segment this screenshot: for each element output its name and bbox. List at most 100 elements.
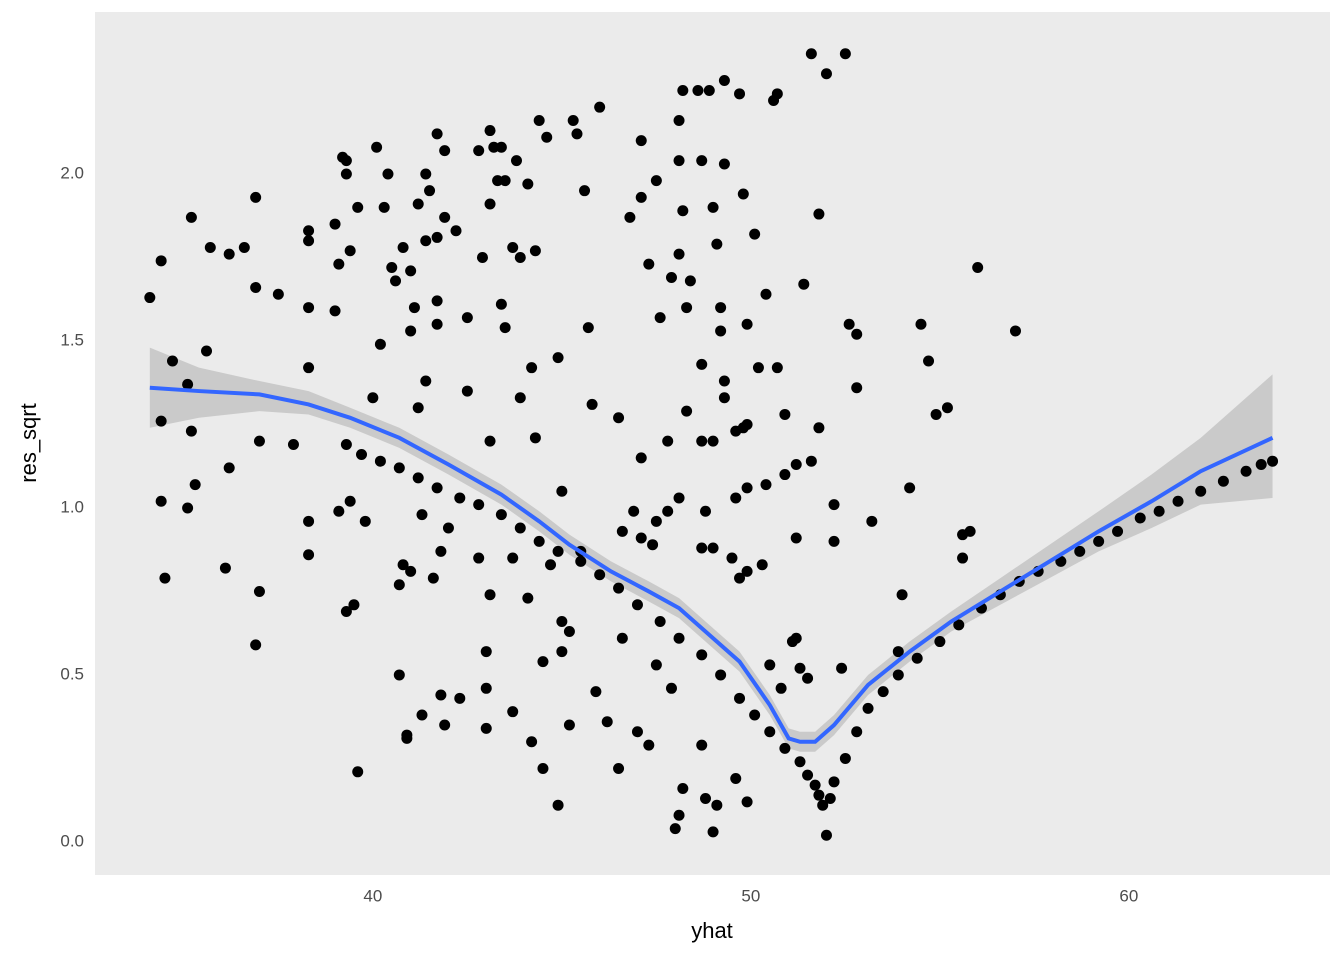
point (488, 141, 500, 153)
point (480, 646, 492, 658)
point (204, 241, 216, 253)
point (356, 449, 368, 461)
x-tick-label: 50 (741, 886, 760, 905)
point (790, 459, 802, 471)
point (957, 552, 969, 564)
point (700, 793, 712, 805)
point (972, 261, 984, 273)
point (594, 101, 606, 113)
point (673, 632, 685, 644)
point (287, 439, 299, 451)
point (805, 48, 817, 60)
point (412, 198, 424, 210)
point (730, 772, 742, 784)
point (624, 211, 636, 223)
point (431, 128, 443, 140)
point (329, 218, 341, 230)
point (824, 793, 836, 805)
point (552, 545, 564, 557)
point (715, 302, 727, 314)
point (567, 115, 579, 127)
point (155, 415, 167, 427)
point (499, 175, 511, 187)
point (779, 469, 791, 481)
point (613, 412, 625, 424)
point (635, 135, 647, 147)
point (563, 719, 575, 731)
point (892, 646, 904, 658)
point (499, 322, 511, 334)
point (575, 555, 587, 567)
point (707, 435, 719, 447)
point (643, 258, 655, 270)
point (741, 418, 753, 430)
point (647, 539, 659, 551)
point (813, 422, 825, 434)
point (374, 338, 386, 350)
point (616, 525, 628, 537)
point (953, 619, 965, 631)
point (382, 168, 394, 180)
point (166, 355, 178, 367)
point (707, 826, 719, 838)
point (843, 318, 855, 330)
point (718, 158, 730, 170)
point (794, 662, 806, 674)
point (514, 392, 526, 404)
point (480, 722, 492, 734)
point (1217, 475, 1229, 487)
point (1172, 495, 1184, 507)
point (533, 115, 545, 127)
x-tick-label: 60 (1119, 886, 1138, 905)
point (371, 141, 383, 153)
point (386, 261, 398, 273)
point (673, 155, 685, 167)
point (185, 425, 197, 437)
point (696, 739, 708, 751)
point (461, 385, 473, 397)
point (1267, 455, 1279, 467)
point (461, 312, 473, 324)
point (851, 726, 863, 738)
point (182, 502, 194, 514)
point (420, 375, 432, 387)
point (378, 201, 390, 213)
point (802, 672, 814, 684)
point (344, 495, 356, 507)
point (654, 312, 666, 324)
point (420, 235, 432, 247)
point (677, 205, 689, 217)
point (839, 752, 851, 764)
point (405, 565, 417, 577)
point (340, 605, 352, 617)
point (359, 515, 371, 527)
point (760, 479, 772, 491)
point (631, 599, 643, 611)
point (817, 799, 829, 811)
point (820, 68, 832, 80)
point (522, 592, 534, 604)
point (718, 74, 730, 86)
point (734, 572, 746, 584)
point (348, 599, 360, 611)
x-axis-title: yhat (691, 918, 733, 943)
point (771, 362, 783, 374)
y-tick-label: 0.5 (60, 664, 84, 683)
point (223, 462, 235, 474)
point (1009, 325, 1021, 337)
point (662, 505, 674, 517)
point (526, 362, 538, 374)
point (1153, 505, 1165, 517)
point (439, 211, 451, 223)
point (677, 84, 689, 96)
point (930, 408, 942, 420)
point (650, 515, 662, 527)
point (741, 796, 753, 808)
point (715, 325, 727, 337)
point (537, 762, 549, 774)
point (669, 823, 681, 835)
point (802, 769, 814, 781)
point (473, 499, 485, 511)
point (435, 545, 447, 557)
point (1195, 485, 1207, 497)
